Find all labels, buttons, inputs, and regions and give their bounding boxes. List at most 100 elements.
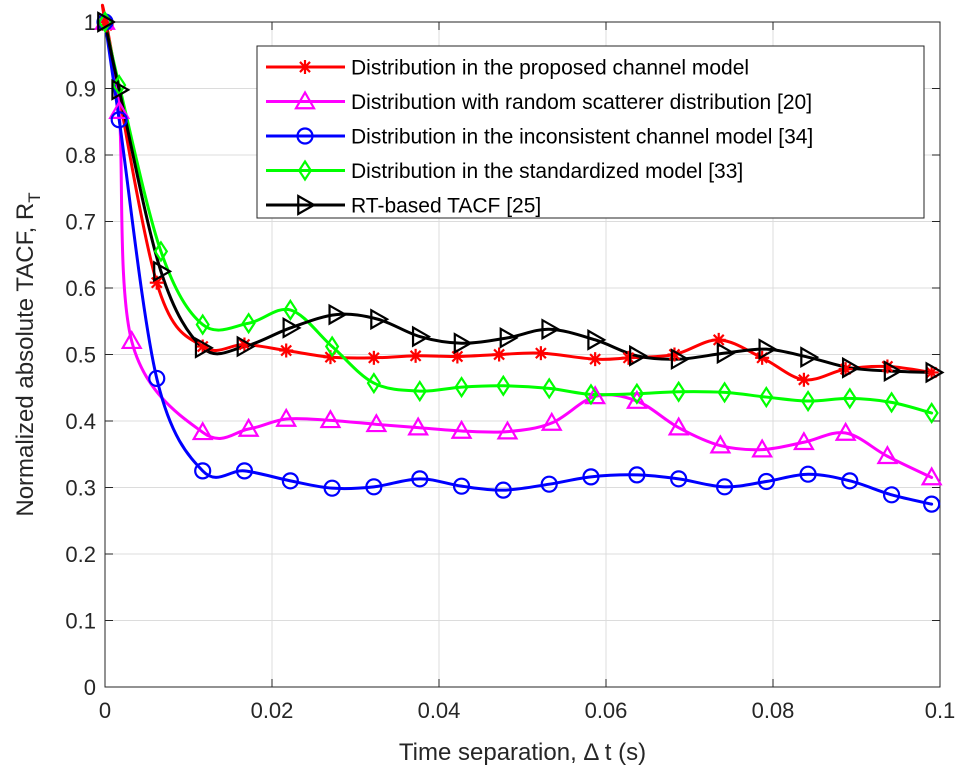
data-point-marker: [492, 347, 507, 362]
data-point-marker: [800, 346, 820, 369]
data-point-marker: [365, 413, 388, 433]
x-tick-label: 0.1: [925, 698, 956, 723]
series-markers: [94, 10, 945, 513]
data-point-marker: [799, 465, 817, 483]
data-point-marker: [583, 383, 599, 406]
data-point-marker: [670, 348, 690, 371]
data-point-marker: [923, 495, 941, 513]
legend-box: [256, 45, 925, 219]
data-point-marker: [621, 350, 636, 365]
data-point-marker: [882, 486, 901, 504]
asterisk-stroke: [368, 352, 380, 364]
data-point-marker: [667, 416, 690, 436]
legend-item-4: Distribution in the standardized model […: [266, 159, 743, 183]
data-point-marker: [671, 380, 686, 403]
series-line-5: [103, 20, 935, 374]
data-point-marker: [237, 417, 260, 437]
data-point-marker: [450, 419, 473, 439]
data-point-marker: [408, 348, 423, 363]
data-point-marker: [709, 434, 732, 454]
y-axis-title: Normalized absolute TACF, RT: [12, 192, 44, 516]
data-point-marker: [279, 343, 294, 358]
data-point-marker: [120, 329, 143, 350]
legend-label: Distribution in the standardized model […: [351, 160, 743, 183]
series-line-3: [103, 20, 934, 506]
data-point-marker: [370, 308, 390, 331]
data-point-marker: [751, 438, 774, 458]
series-markers-5: [97, 11, 945, 384]
data-point-marker: [628, 466, 646, 484]
data-point-marker: [876, 445, 899, 465]
data-point-marker: [533, 346, 548, 361]
data-point-marker: [111, 78, 131, 101]
data-point-marker: [366, 350, 381, 365]
asterisk-stroke: [299, 61, 311, 73]
asterisk-stroke: [622, 352, 635, 364]
data-point-marker: [588, 352, 603, 367]
legend-label: Distribution with random scatterer distr…: [351, 91, 812, 114]
series-line-4: [103, 20, 934, 415]
data-point-marker: [584, 385, 607, 405]
data-point-marker: [191, 421, 214, 441]
x-axis-ticks: 0 0.02 0.04 0.06 0.08 0.1: [99, 22, 955, 723]
data-point-marker: [759, 386, 774, 409]
data-point-marker: [841, 356, 862, 379]
data-point-marker: [153, 240, 169, 263]
data-point-marker: [281, 472, 299, 490]
x-tick-label: 0: [99, 698, 111, 723]
data-point-marker: [496, 374, 511, 397]
y-tick-label: 0.1: [65, 609, 96, 634]
y-axis-title-subscript: T: [25, 192, 44, 202]
data-point-marker: [834, 421, 857, 441]
data-point-marker: [97, 11, 117, 33]
data-point-marker: [587, 328, 607, 351]
data-point-marker: [366, 372, 382, 395]
data-point-marker: [324, 335, 340, 358]
data-point-marker: [629, 344, 649, 367]
data-point-marker: [629, 382, 645, 405]
asterisk-stroke: [238, 338, 251, 351]
data-point-marker: [842, 387, 857, 410]
data-point-marker: [717, 381, 732, 404]
legend-label: Distribution in the proposed channel mod…: [351, 57, 749, 80]
data-point-marker: [800, 390, 816, 413]
data-point-marker: [716, 342, 736, 365]
asterisk-stroke: [150, 276, 163, 289]
legend-label: RT-based TACF [25]: [351, 195, 541, 218]
y-tick-label: 1: [84, 10, 96, 35]
data-point-marker: [108, 99, 131, 119]
series-markers-3: [96, 13, 941, 513]
legend-marker-sample: [298, 60, 312, 74]
data-point-marker: [582, 468, 600, 486]
data-point-marker: [407, 416, 430, 436]
data-point-marker: [496, 420, 519, 440]
y-tick-label: 0.7: [65, 210, 96, 235]
data-point-marker: [841, 472, 859, 490]
y-axis-ticks: 0 0.1 0.2 0.3 0.4 0.5 0.6 0.7 0.8 0.9 1: [65, 10, 940, 700]
data-point-marker: [499, 326, 519, 349]
data-point-marker: [412, 380, 427, 403]
y-tick-label: 0.2: [65, 542, 96, 567]
data-point-marker: [715, 478, 734, 496]
asterisk-stroke: [196, 340, 209, 353]
data-point-marker: [235, 462, 254, 480]
legend-label: Distribution in the inconsistent channel…: [351, 126, 813, 149]
data-point-marker: [920, 466, 943, 486]
legend-marker-sample: [294, 90, 316, 110]
series-line-2: [103, 20, 934, 480]
x-axis-title: Time separation, Δ t (s): [399, 739, 646, 766]
data-point-marker: [796, 372, 811, 387]
asterisk-stroke: [798, 373, 810, 386]
legend-item-3: Distribution in the inconsistent channel…: [266, 126, 813, 149]
data-point-marker: [411, 470, 429, 488]
data-point-marker: [283, 298, 298, 321]
legend-marker-sample: [297, 159, 313, 182]
legend-marker-sample: [297, 194, 317, 216]
data-point-marker: [365, 478, 383, 496]
data-point-marker: [110, 111, 128, 129]
legend-item-2: Distribution with random scatterer distr…: [266, 90, 812, 114]
data-point-marker: [625, 389, 648, 409]
data-point-marker: [453, 332, 473, 355]
data-point-marker: [670, 470, 688, 488]
